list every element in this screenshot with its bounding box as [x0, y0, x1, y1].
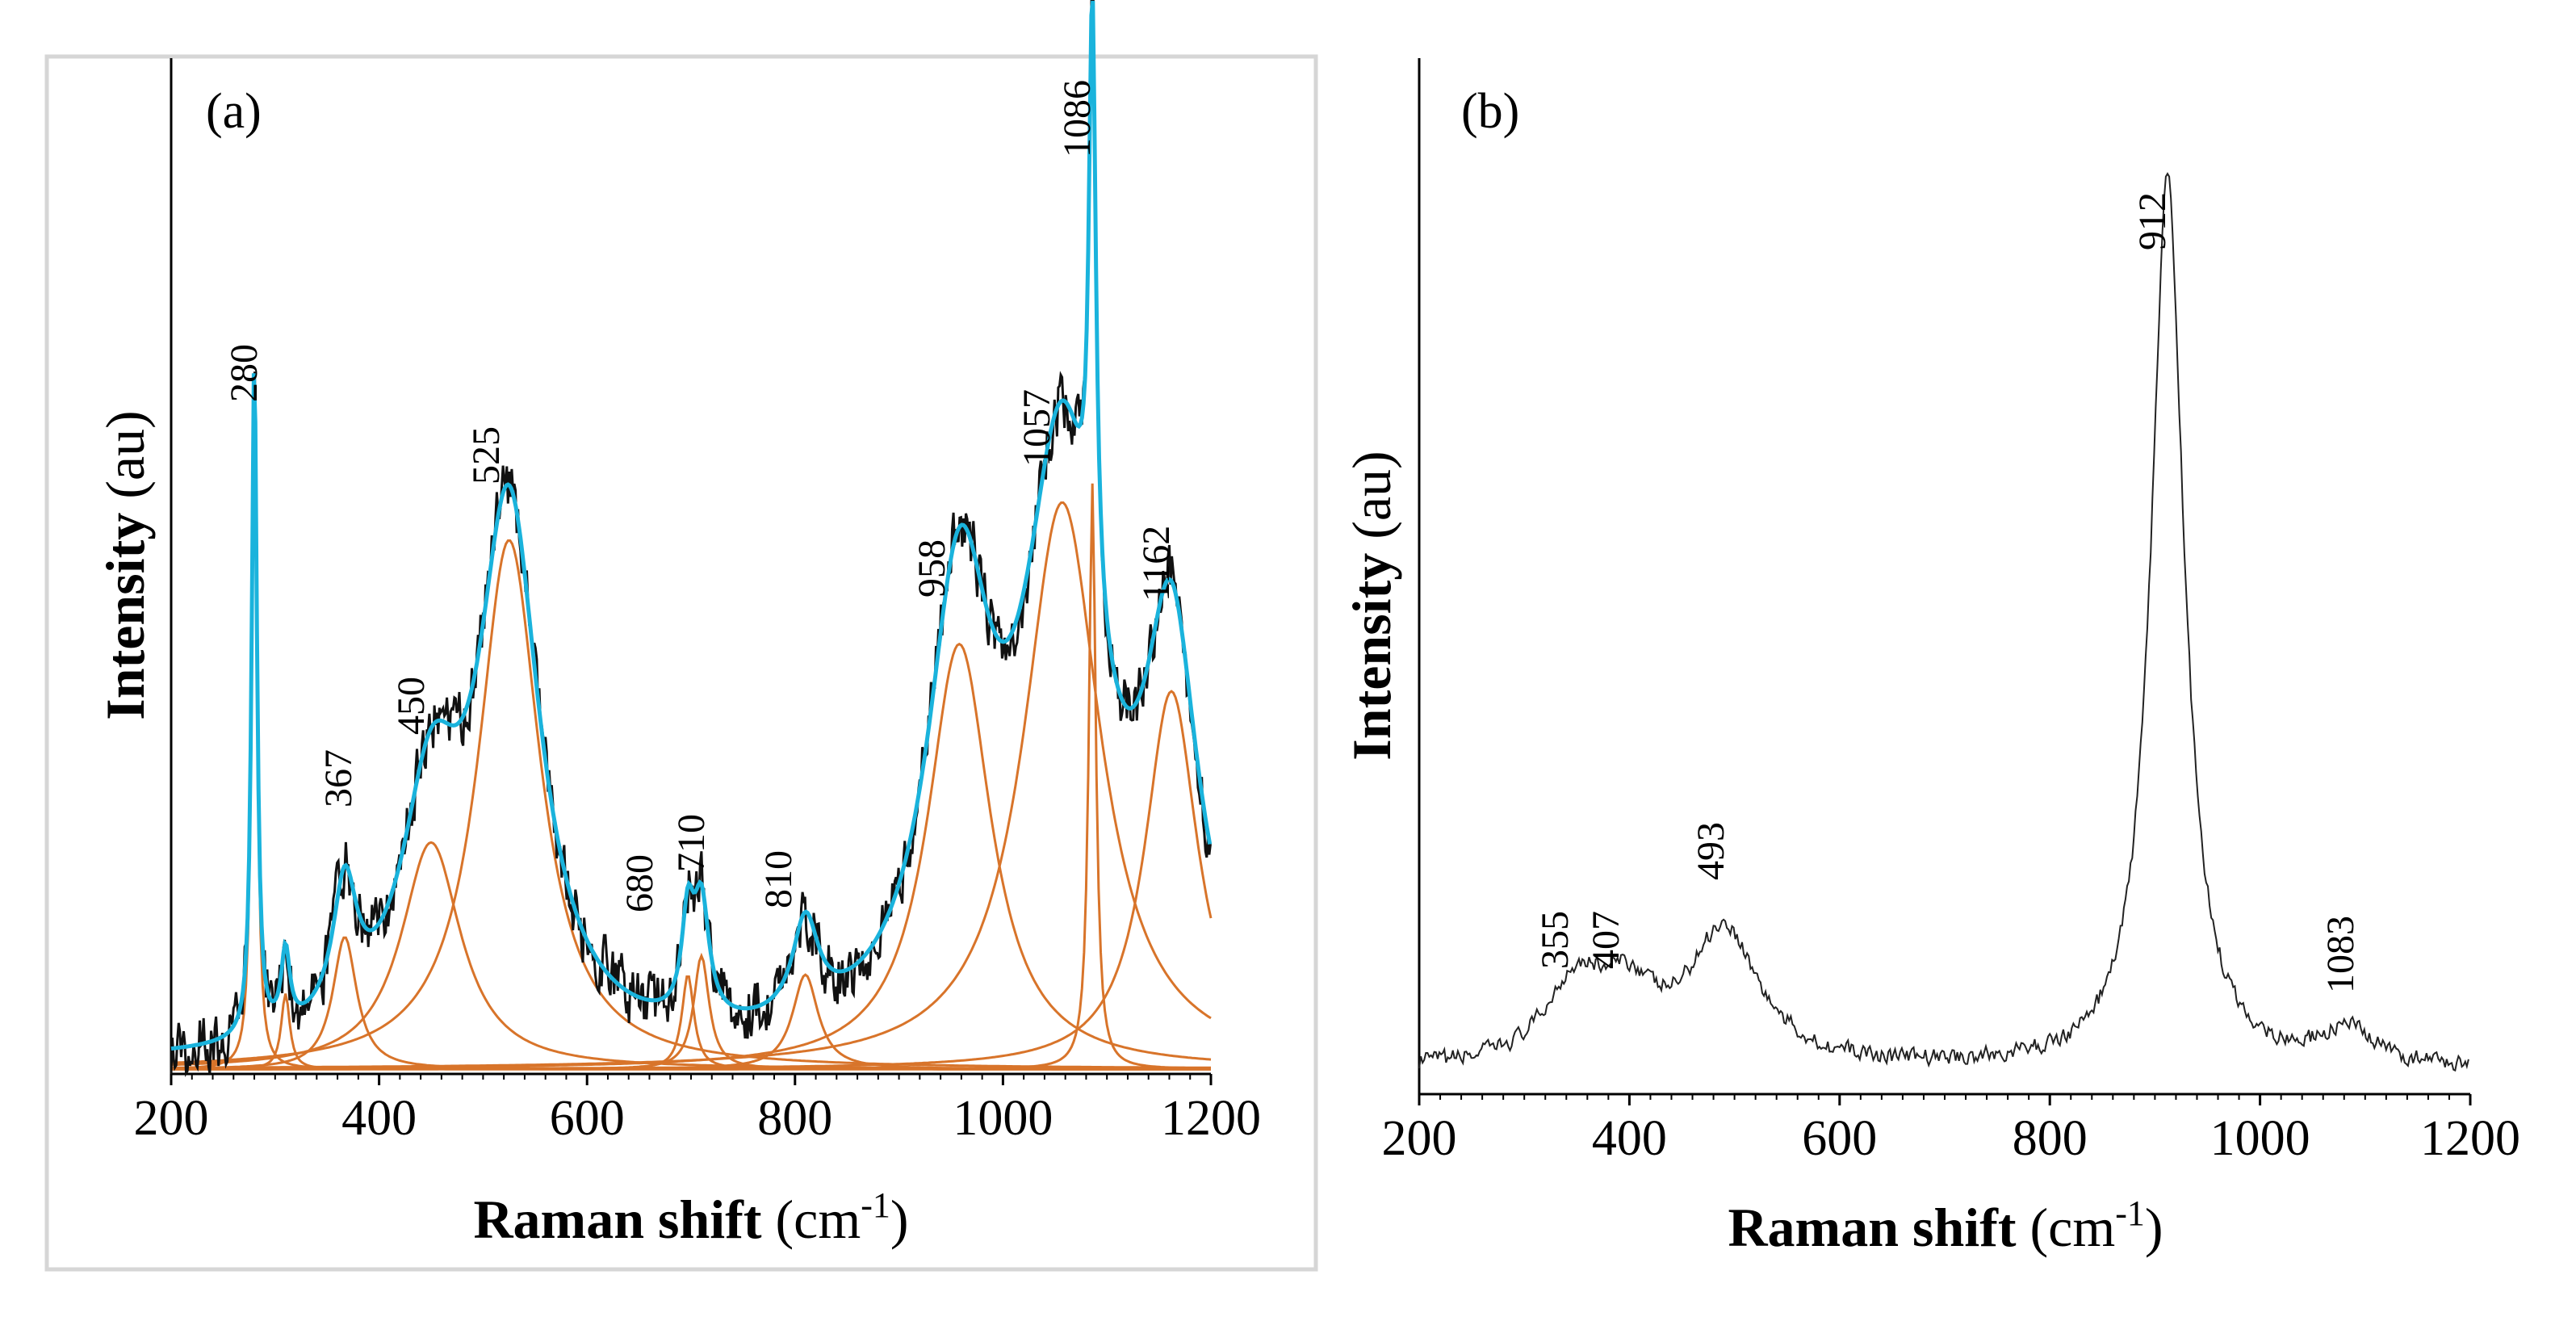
x-tick-label: 400: [1592, 1111, 1667, 1166]
x-tick-label: 400: [341, 1091, 417, 1146]
x-tick-label: 200: [1382, 1111, 1457, 1166]
panel-a-series: [170, 0, 1213, 1077]
component-peak-1057: [171, 501, 1212, 1069]
peak-label-1086: 1086: [1056, 80, 1099, 157]
peak-label-407: 407: [1585, 911, 1627, 969]
peak-label-710: 710: [670, 814, 713, 872]
panel-b-ticks: 200 400 600 800 1000 1200: [1382, 1094, 2520, 1166]
measured-spectrum: [1418, 172, 2469, 1072]
x-tick-label: 600: [1802, 1111, 1877, 1166]
panel-b-peak-labels: 355 407 493 912 1083: [1534, 192, 2362, 993]
panel-a: (a) 200 400 600 800 1000 1200 280 367 450 525 680…: [94, 0, 1261, 1250]
panel-b-label: (b): [1461, 84, 1519, 139]
panel-b-series: [1418, 172, 2469, 1072]
peak-label-1162: 1162: [1135, 526, 1178, 602]
measured-spectrum: [170, 0, 1212, 1077]
panel-b: (b) 200 400 600 800 1000 1200 355 407 493 912 108…: [1341, 58, 2520, 1258]
peak-label-912: 912: [2131, 192, 2174, 250]
peak-label-493: 493: [1690, 822, 1732, 880]
panel-a-ticks: 200 400 600 800 1000 1200: [134, 1074, 1261, 1146]
panel-b-y-axis-title: Intensity (au): [1341, 451, 1402, 760]
x-tick-label: 1000: [953, 1091, 1053, 1146]
peak-label-958: 958: [911, 539, 953, 598]
x-tick-label: 800: [2013, 1111, 2088, 1166]
peak-label-1057: 1057: [1016, 389, 1058, 467]
panel-a-label: (a): [206, 84, 262, 139]
panel-a-y-axis-title: Intensity (au): [94, 410, 156, 719]
panel-b-x-axis-title: Raman shift (cm-1): [1728, 1193, 2163, 1258]
x-tick-label: 1000: [2210, 1111, 2310, 1166]
peak-label-367: 367: [317, 749, 360, 807]
peak-label-1083: 1083: [2319, 916, 2362, 993]
x-tick-label: 600: [550, 1091, 625, 1146]
peak-label-280: 280: [223, 344, 266, 402]
x-tick-label: 200: [134, 1091, 209, 1146]
peak-label-450: 450: [390, 677, 433, 735]
fit-envelope: [170, 0, 1213, 1051]
x-tick-label: 800: [757, 1091, 832, 1146]
peak-label-680: 680: [618, 854, 661, 912]
component-peak-1162: [171, 690, 1213, 1071]
panel-a-frame: [44, 54, 1318, 1272]
x-tick-label: 1200: [2420, 1111, 2520, 1166]
x-tick-label: 1200: [1161, 1091, 1261, 1146]
peak-label-525: 525: [465, 426, 508, 484]
peak-label-810: 810: [757, 850, 800, 908]
panel-a-x-axis-title: Raman shift (cm-1): [473, 1185, 908, 1250]
component-peak-310: [170, 993, 1211, 1071]
peak-label-355: 355: [1534, 911, 1577, 969]
